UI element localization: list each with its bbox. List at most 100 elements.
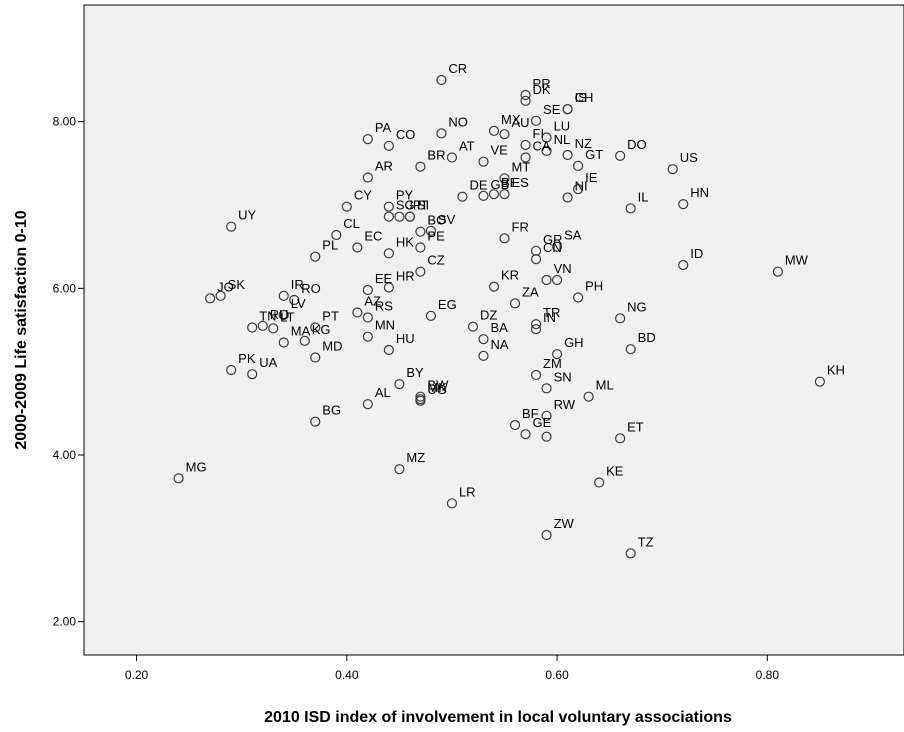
point-label: NZ (575, 136, 592, 151)
point-label: CO (396, 127, 416, 142)
data-point (383, 140, 394, 151)
data-point (415, 242, 426, 253)
data-point (173, 473, 184, 484)
y-axis: 2.00 4.00 6.00 8.00 (53, 115, 84, 629)
point-label: BY (406, 365, 424, 380)
data-point (226, 364, 237, 376)
data-point (520, 95, 531, 106)
point-label: ZM (543, 356, 562, 371)
point-label: ID (690, 246, 703, 261)
point-label: SN (554, 369, 572, 384)
point-label: SE (543, 102, 561, 117)
data-point (541, 529, 552, 541)
data-point (478, 350, 489, 361)
point-label: MZ (406, 450, 425, 465)
x-axis-title: 2010 ISD index of involvement in local v… (264, 709, 732, 726)
data-point (310, 352, 321, 363)
point-label: PA (375, 120, 392, 135)
x-tick-label: 0.80 (756, 668, 780, 682)
point-label: ES (512, 175, 530, 190)
point-label: BG (322, 403, 341, 418)
point-label: CR (448, 61, 467, 76)
point-label: PK (238, 351, 256, 366)
data-point (362, 399, 373, 410)
data-point (530, 369, 542, 381)
data-point (667, 164, 678, 175)
point-label: BW (427, 378, 449, 393)
x-tick-label: 0.40 (335, 668, 359, 682)
data-point (383, 211, 394, 222)
point-label: LV (291, 296, 306, 311)
data-point (436, 128, 447, 139)
point-label: IR (291, 277, 304, 292)
point-label: US (680, 150, 698, 165)
plot-area (83, 4, 904, 656)
data-point (362, 284, 373, 296)
data-point (425, 225, 437, 236)
data-point (457, 191, 468, 202)
point-label: IL (638, 189, 649, 204)
data-point (678, 199, 689, 210)
data-point (310, 322, 321, 333)
point-label: GH (564, 335, 584, 350)
data-point (478, 334, 489, 345)
data-point (772, 266, 783, 277)
point-label: SG (396, 198, 415, 213)
point-label: NL (554, 132, 571, 147)
data-point (247, 369, 258, 380)
data-point (583, 391, 594, 402)
point-label: KR (501, 268, 519, 283)
point-label: EG (438, 297, 457, 312)
data-point (362, 331, 373, 342)
data-point (278, 309, 289, 321)
data-point (394, 379, 405, 390)
point-label: BF (522, 406, 539, 421)
data-point (278, 290, 289, 301)
data-point (362, 134, 373, 145)
point-label: PT (322, 309, 339, 324)
point-label: GE (533, 415, 552, 430)
point-label: IN (543, 310, 556, 325)
point-label: DO (627, 137, 647, 152)
data-point (678, 259, 689, 271)
data-point (573, 184, 584, 195)
data-point (594, 477, 605, 488)
point-label: AR (375, 159, 393, 174)
data-point (509, 419, 521, 431)
data-point (299, 335, 310, 346)
point-label: GT (585, 147, 603, 162)
point-label: TR (543, 305, 560, 320)
point-label: UY (238, 208, 256, 223)
data-point (383, 201, 394, 212)
data-point (205, 293, 216, 304)
point-label: CA (533, 139, 551, 154)
data-point (362, 312, 373, 323)
data-point (268, 323, 279, 334)
point-label: AT (459, 139, 475, 154)
point-label: MX (501, 112, 521, 127)
data-point (541, 431, 552, 442)
y-tick-label: 2.00 (53, 615, 77, 629)
data-point (530, 115, 542, 126)
data-point (478, 156, 489, 167)
data-point (215, 290, 226, 301)
data-point (446, 498, 458, 509)
data-point (520, 429, 531, 440)
data-point (615, 433, 626, 444)
point-label: CY (354, 188, 372, 203)
data-point (499, 129, 510, 140)
data-point (541, 383, 552, 394)
point-label: KG (312, 322, 331, 337)
point-label: PR (533, 76, 551, 91)
point-label: IS (575, 90, 588, 105)
data-point (551, 274, 563, 286)
data-point (488, 281, 500, 292)
point-label: MG (186, 459, 207, 474)
data-point (415, 161, 426, 172)
data-point (625, 344, 636, 355)
data-point (247, 322, 258, 333)
data-point (562, 149, 573, 161)
data-point (520, 152, 531, 163)
data-point (530, 319, 542, 330)
